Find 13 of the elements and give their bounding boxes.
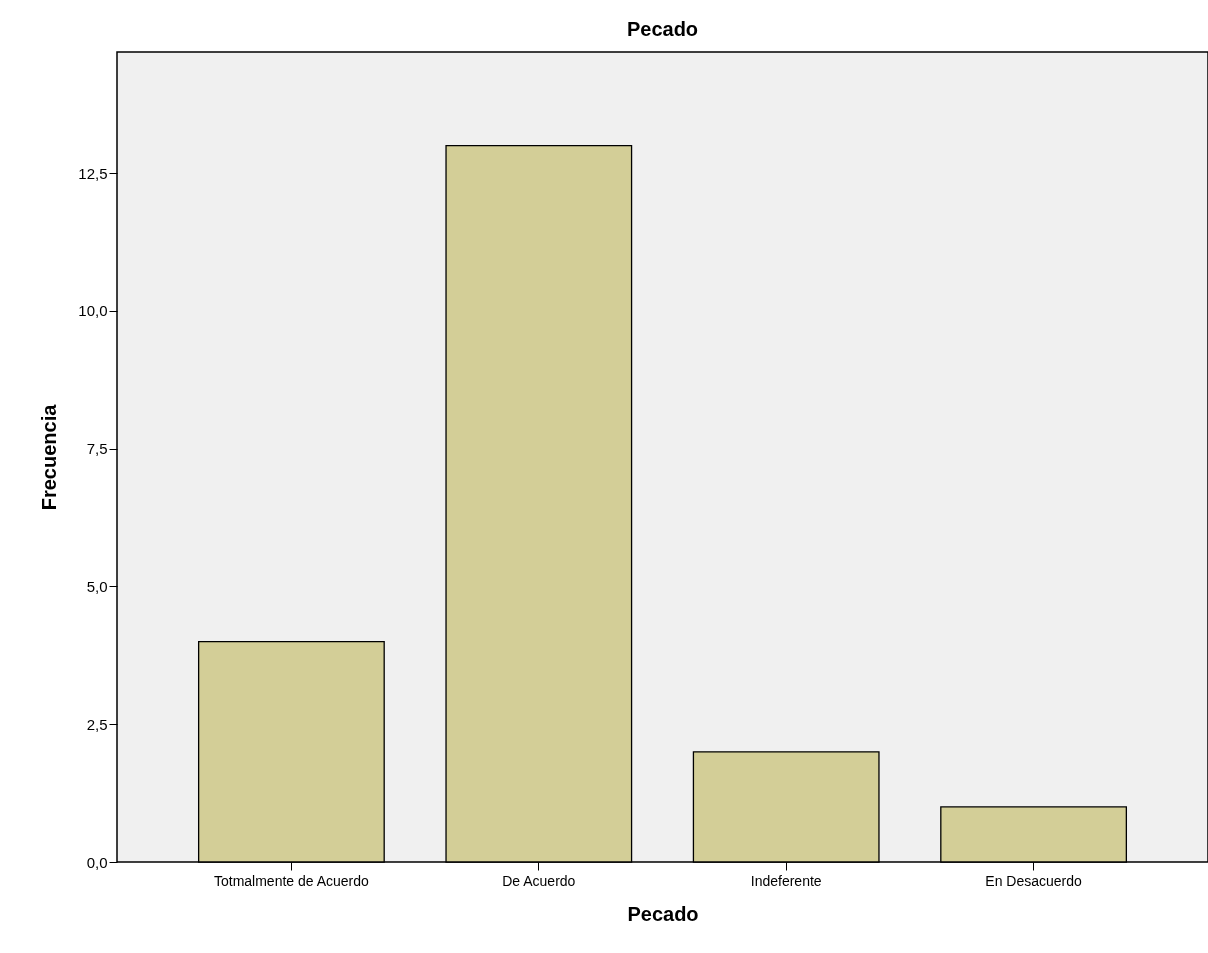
x-tick-label: Totmalmente de Acuerdo [213, 872, 370, 889]
y-tick-label: 7,5 [86, 440, 108, 458]
y-tick-label: 5,0 [86, 577, 108, 595]
x-axis-title: Pecado [627, 902, 699, 925]
x-tick-label: De Acuerdo [502, 872, 576, 889]
y-tick-label: 0,0 [86, 853, 108, 871]
chart-title: Pecado [626, 18, 699, 40]
x-tick-label: En Desacuerdo [985, 872, 1083, 889]
y-axis-title: Frecuencia [38, 403, 61, 511]
y-tick-label: 2,5 [86, 715, 108, 733]
y-tick-label: 10,0 [78, 302, 108, 320]
x-tick-label: Indeferente [750, 872, 822, 889]
y-tick-label: 12,5 [78, 164, 108, 182]
